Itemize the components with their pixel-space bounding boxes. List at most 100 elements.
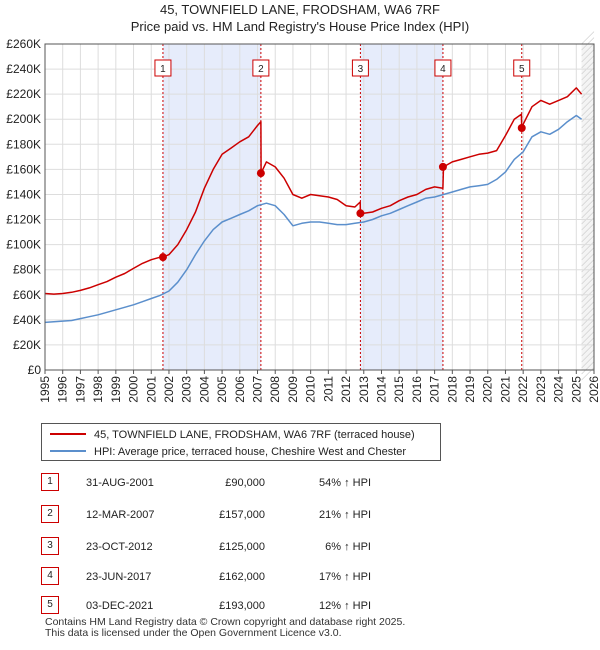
- hatch-line: [581, 349, 595, 363]
- transaction-date: 03-DEC-2021: [86, 600, 154, 612]
- transaction-hpi: 17% ↑ HPI: [319, 571, 371, 583]
- hatch-line: [581, 181, 595, 195]
- y-tick-label: £260K: [6, 37, 41, 51]
- sale-number-box: [252, 59, 270, 77]
- hatch-line: [581, 325, 595, 339]
- y-tick-label: £20K: [13, 338, 41, 352]
- transaction-hpi: 54% ↑ HPI: [319, 477, 371, 489]
- sale-marker: [256, 169, 265, 178]
- x-tick-label: 2006: [233, 376, 247, 403]
- sale-number-label: 1: [160, 64, 166, 75]
- x-tick-label: 1999: [109, 376, 123, 403]
- chart-title: 45, TOWNFIELD LANE, FRODSHAM, WA6 7RF: [160, 2, 440, 17]
- x-tick-label: 1997: [73, 376, 87, 403]
- sale-marker: [517, 124, 526, 133]
- footer-line-1: Contains HM Land Registry data © Crown c…: [45, 616, 406, 628]
- hatch-line: [581, 355, 595, 369]
- chart-legend: 45, TOWNFIELD LANE, FRODSHAM, WA6 7RF (t…: [41, 423, 441, 461]
- x-tick-label: 2019: [463, 376, 477, 403]
- y-tick-label: £120K: [6, 213, 41, 227]
- hatch-line: [581, 49, 595, 63]
- hatch-line: [581, 223, 595, 237]
- hatch-line: [581, 169, 595, 183]
- x-tick-label: 2022: [516, 376, 530, 403]
- hatch-line: [581, 205, 595, 219]
- transaction-date: 23-JUN-2017: [86, 571, 152, 583]
- transaction-price: £90,000: [225, 477, 265, 489]
- hatch-line: [581, 103, 595, 117]
- y-tick-label: £200K: [6, 112, 41, 126]
- hatch-line: [581, 301, 595, 315]
- transaction-number: 1: [41, 473, 59, 491]
- sale-number-label: 5: [519, 64, 525, 75]
- sale-number-label: 4: [440, 64, 446, 75]
- hatch-line: [581, 247, 595, 261]
- x-tick-label: 2002: [162, 376, 176, 403]
- transaction-row: 1 31-AUG-2001 £90,000 54% ↑ HPI: [41, 473, 561, 491]
- x-tick-label: 1996: [56, 376, 70, 403]
- x-tick-label: 2001: [144, 376, 158, 403]
- hatch-line: [581, 79, 595, 93]
- hatch-line: [581, 307, 595, 321]
- hatch-line: [581, 109, 595, 123]
- transaction-date: 23-OCT-2012: [86, 541, 153, 553]
- transaction-row: 5 03-DEC-2021 £193,000 12% ↑ HPI: [41, 596, 561, 614]
- transaction-date: 31-AUG-2001: [86, 477, 154, 489]
- hatch-line: [581, 361, 595, 375]
- x-tick-label: 2017: [428, 376, 442, 403]
- sale-number-label: 2: [258, 64, 264, 75]
- hatch-line: [581, 187, 595, 201]
- transaction-number: 2: [41, 505, 59, 523]
- price-chart: 45, TOWNFIELD LANE, FRODSHAM, WA6 7RF Pr…: [6, 2, 600, 403]
- x-tick-label: 2020: [481, 376, 495, 403]
- y-tick-label: £80K: [13, 263, 41, 277]
- footer-attribution: Contains HM Land Registry data © Crown c…: [45, 617, 405, 639]
- x-tick-label: 2015: [392, 376, 406, 403]
- sale-marker: [356, 209, 365, 218]
- hatch-line: [581, 295, 595, 309]
- sale-marker: [158, 253, 167, 262]
- forecast-region: [581, 44, 594, 370]
- hatch-line: [581, 61, 595, 75]
- transaction-row: 3 23-OCT-2012 £125,000 6% ↑ HPI: [41, 537, 561, 555]
- hatch-line: [581, 67, 595, 81]
- hatch-line: [581, 121, 595, 135]
- hatch-line: [581, 265, 595, 279]
- hatch-line: [581, 97, 595, 111]
- hatch-line: [581, 175, 595, 189]
- y-tick-label: £180K: [6, 137, 41, 151]
- shaded-band: [360, 44, 443, 370]
- legend-item-property: 45, TOWNFIELD LANE, FRODSHAM, WA6 7RF (t…: [50, 427, 415, 443]
- sale-number-box: [154, 59, 172, 77]
- hatch-line: [581, 115, 595, 129]
- hatch-line: [581, 253, 595, 267]
- legend-swatch-hpi: [50, 450, 86, 453]
- plot-frame: [44, 43, 595, 371]
- transaction-row: 2 12-MAR-2007 £157,000 21% ↑ HPI: [41, 505, 561, 523]
- hatch-line: [581, 193, 595, 207]
- x-tick-label: 2018: [445, 376, 459, 403]
- legend-swatch-property: [50, 433, 86, 436]
- hatch-line: [581, 139, 595, 153]
- hatch-line: [581, 319, 595, 333]
- hatch-line: [581, 337, 595, 351]
- x-tick-label: 1995: [38, 376, 52, 403]
- hatch-line: [581, 343, 595, 357]
- sale-number-box: [351, 59, 369, 77]
- x-tick-label: 2026: [587, 376, 600, 403]
- sale-marker: [438, 162, 447, 171]
- x-tick-label: 2014: [374, 376, 388, 403]
- legend-label-property: 45, TOWNFIELD LANE, FRODSHAM, WA6 7RF (t…: [94, 429, 415, 441]
- hatch-line: [581, 31, 595, 45]
- hatch-line: [581, 277, 595, 291]
- x-tick-label: 2003: [180, 376, 194, 403]
- x-tick-label: 2004: [197, 376, 211, 403]
- x-tick-label: 2009: [286, 376, 300, 403]
- hatch-line: [581, 235, 595, 249]
- y-tick-label: £60K: [13, 288, 41, 302]
- hatch-line: [581, 73, 595, 87]
- transaction-price: £193,000: [219, 600, 265, 612]
- series-line-hpi: [44, 114, 583, 324]
- x-tick-label: 2023: [534, 376, 548, 403]
- hatch-line: [581, 151, 595, 165]
